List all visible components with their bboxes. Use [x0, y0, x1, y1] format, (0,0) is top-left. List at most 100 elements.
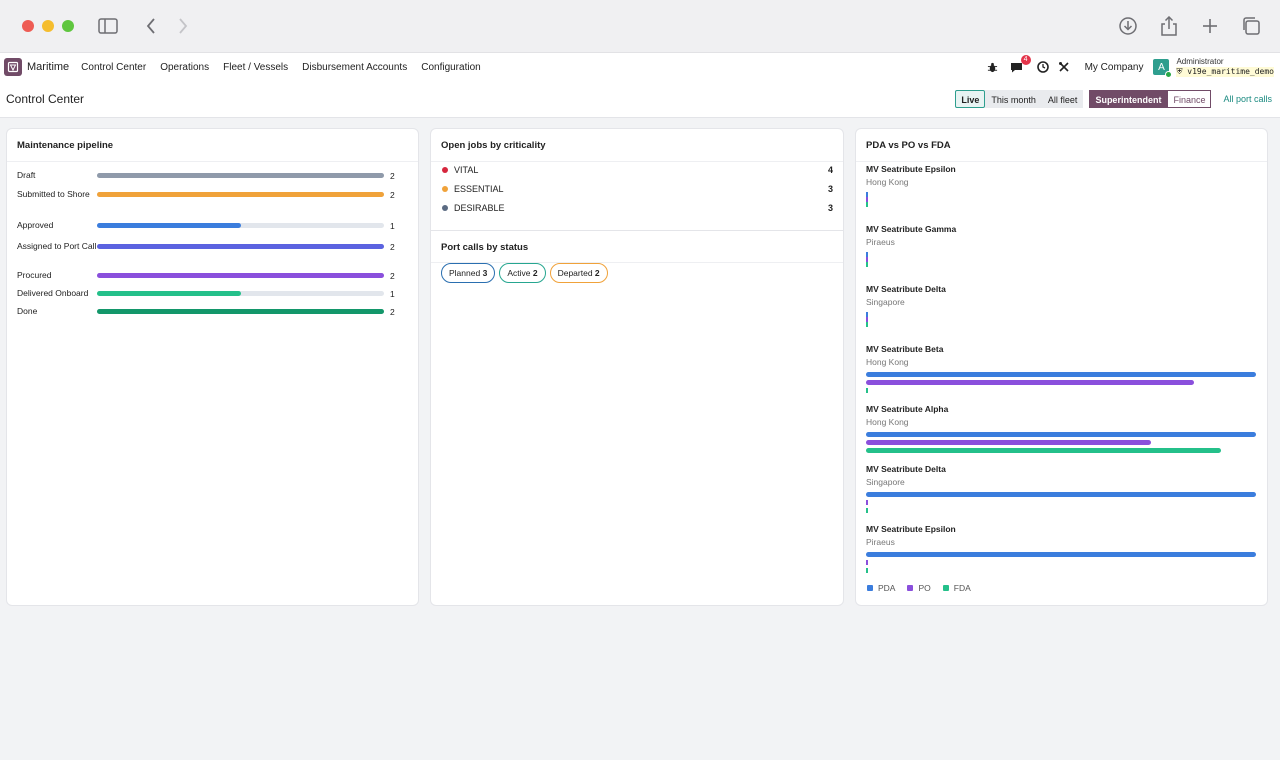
tab-overview-icon[interactable]: [1240, 16, 1262, 36]
menu-control-center[interactable]: Control Center: [81, 61, 147, 73]
vessel-finance-row[interactable]: MV Seatribute Alpha Hong Kong: [866, 403, 1257, 453]
criticality-row[interactable]: DESIRABLE 3: [442, 201, 833, 215]
pipeline-row[interactable]: Assigned to Port Call 2: [17, 240, 408, 253]
pipeline-bar-fill: [97, 291, 241, 296]
pipeline-bar-track: [97, 244, 384, 249]
status-count: 2: [594, 268, 600, 278]
pipeline-row[interactable]: Procured 2: [17, 269, 408, 282]
zoom-window-button[interactable]: [62, 20, 74, 32]
maritime-app-icon[interactable]: [4, 58, 22, 76]
fda-marker: [866, 262, 868, 267]
forward-icon[interactable]: [172, 16, 194, 36]
fda-marker: [866, 508, 868, 513]
page-title: Control Center: [6, 92, 85, 106]
activity-clock-icon[interactable]: [1036, 60, 1050, 74]
new-tab-icon[interactable]: [1199, 16, 1221, 36]
chart-legend: PDA PO FDA: [867, 583, 983, 593]
vessel-finance-row[interactable]: MV Seatribute Delta Singapore: [866, 283, 1257, 333]
pipeline-row[interactable]: Approved 1: [17, 219, 408, 232]
vessel-finance-row[interactable]: MV Seatribute Gamma Piraeus: [866, 223, 1257, 273]
menu-fleet-vessels[interactable]: Fleet / Vessels: [223, 61, 289, 73]
messages-icon[interactable]: 4: [1010, 55, 1031, 74]
pipeline-stage-label: Submitted to Shore: [17, 189, 90, 199]
pipeline-bar-fill: [97, 173, 384, 178]
user-name: Administrator: [1176, 57, 1224, 66]
criticality-label: DESIRABLE: [454, 203, 505, 213]
download-icon[interactable]: [1117, 16, 1139, 36]
pipeline-stage-count: 2: [390, 270, 395, 281]
legend-swatch: [942, 585, 949, 591]
vessel-name: MV Seatribute Gamma: [866, 224, 957, 234]
vessel-finance-row[interactable]: MV Seatribute Delta Singapore: [866, 463, 1257, 513]
app-navbar: Maritime Control Center Operations Fleet…: [0, 53, 1280, 81]
po-bar: [866, 380, 1194, 385]
close-window-button[interactable]: [22, 20, 34, 32]
criticality-count: 3: [827, 203, 833, 213]
share-icon[interactable]: [1158, 16, 1180, 36]
fda-marker: [866, 322, 868, 327]
dashboard: Maintenance pipeline Draft 2 Submitted to …: [0, 118, 1280, 759]
vessel-finance-row[interactable]: MV Seatribute Epsilon Piraeus: [866, 523, 1257, 573]
menu-disbursement-accounts[interactable]: Disbursement Accounts: [302, 61, 408, 73]
tools-icon[interactable]: [1057, 60, 1071, 74]
po-marker: [866, 500, 868, 505]
control-panel: Control Center Live This month All fleet…: [0, 81, 1280, 118]
card-title: Port calls by status: [431, 230, 843, 263]
minimize-window-button[interactable]: [42, 20, 54, 32]
app-name[interactable]: Maritime: [27, 61, 70, 73]
menu-configuration[interactable]: Configuration: [421, 61, 481, 73]
port-call-status-pill[interactable]: Departed 2: [549, 263, 608, 283]
criticality-row[interactable]: ESSENTIAL 3: [442, 182, 833, 196]
pda-marker: [866, 252, 868, 257]
view-filters: Live This month All fleet Superintendent…: [955, 90, 1272, 108]
pipeline-stage-count: 2: [390, 241, 395, 252]
pipeline-row[interactable]: Done 2: [17, 305, 408, 318]
pda-bar: [866, 372, 1256, 377]
user-avatar[interactable]: A: [1153, 59, 1173, 78]
sidebar-toggle-icon[interactable]: [97, 16, 119, 36]
pipeline-row[interactable]: Submitted to Shore 2: [17, 188, 408, 201]
pipeline-stage-label: Draft: [17, 170, 36, 180]
legend-label: PO: [918, 583, 931, 593]
fda-marker: [866, 388, 868, 393]
this-month-filter-button[interactable]: This month: [985, 90, 1042, 108]
user-menu[interactable]: Administrator ⛨ v19e_maritime_demo: [1176, 57, 1274, 77]
status-count: 3: [482, 268, 488, 278]
debug-bug-icon[interactable]: [986, 60, 1000, 74]
all-port-calls-link[interactable]: All port calls: [1223, 94, 1272, 104]
finance-role-button[interactable]: Finance: [1167, 90, 1212, 108]
vessel-port: Singapore: [866, 297, 905, 307]
maintenance-pipeline-card: Maintenance pipeline Draft 2 Submitted to …: [6, 128, 419, 606]
legend-label: FDA: [953, 583, 971, 593]
pipeline-stage-count: 2: [390, 306, 395, 317]
pipeline-bar-track: [97, 273, 384, 278]
role-filter-group: Superintendent Finance: [1083, 90, 1212, 108]
vessel-finance-row[interactable]: MV Seatribute Epsilon Hong Kong: [866, 163, 1257, 213]
vessel-port: Hong Kong: [866, 417, 909, 427]
port-call-status-pill[interactable]: Planned 3: [441, 263, 496, 283]
all-fleet-filter-button[interactable]: All fleet: [1041, 90, 1084, 108]
pipeline-bar-track: [97, 173, 384, 178]
live-filter-button[interactable]: Live: [955, 90, 986, 108]
po-bar: [866, 440, 1151, 445]
browser-toolbar: [0, 0, 1280, 53]
port-call-status-pill[interactable]: Active 2: [499, 263, 546, 283]
pipeline-row[interactable]: Delivered Onboard 1: [17, 287, 408, 300]
card-title: Maintenance pipeline: [7, 129, 418, 162]
pipeline-stage-label: Approved: [17, 220, 54, 230]
criticality-row[interactable]: VITAL 4: [442, 163, 833, 177]
port-call-status-list: Planned 3 Active 2 Departed 2: [431, 263, 843, 283]
pipeline-bar-fill: [97, 223, 241, 228]
jobs-portcalls-card: Open jobs by criticality VITAL 4 ESSENTIAL…: [430, 128, 844, 606]
online-status-dot: [1165, 71, 1173, 78]
superintendent-role-button[interactable]: Superintendent: [1089, 90, 1168, 108]
menu-operations[interactable]: Operations: [160, 61, 210, 73]
criticality-count: 3: [827, 184, 833, 194]
company-switcher[interactable]: My Company: [1084, 61, 1144, 73]
back-icon[interactable]: [140, 16, 162, 36]
vessel-finance-row[interactable]: MV Seatribute Beta Hong Kong: [866, 343, 1257, 393]
database-name: ⛨ v19e_maritime_demo: [1176, 67, 1274, 77]
database-icon: ⛨: [1176, 67, 1183, 76]
pipeline-row[interactable]: Draft 2: [17, 169, 408, 182]
pipeline-bar-track: [97, 309, 384, 314]
